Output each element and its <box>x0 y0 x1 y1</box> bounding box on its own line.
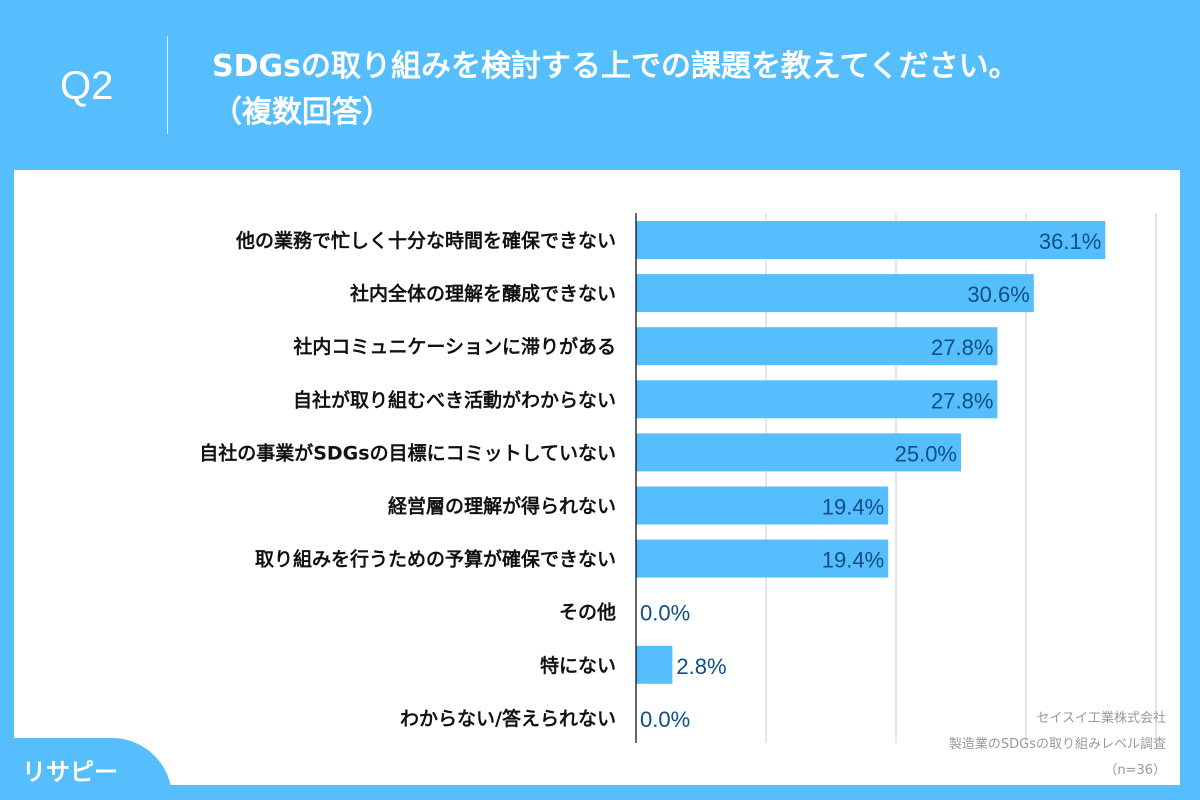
category-label: 社内全体の理解を醸成できない <box>349 282 616 305</box>
bar <box>636 380 998 419</box>
category-label: 経営層の理解が得られない <box>388 495 616 518</box>
header-divider <box>167 36 168 134</box>
source-note: セイスイ工業株式会社 製造業のSDGsの取り組みレベル調査 （n=36） <box>949 706 1166 784</box>
category-label: わからない/答えられない <box>400 707 616 730</box>
sample-size: （n=36） <box>1104 763 1166 778</box>
bar <box>636 274 1034 313</box>
bar <box>636 645 673 684</box>
category-label: その他 <box>559 601 616 624</box>
value-label: 27.8% <box>931 388 993 413</box>
value-label: 2.8% <box>676 654 726 679</box>
logo: リサピー <box>0 738 172 800</box>
bar <box>636 539 889 578</box>
value-label: 0.0% <box>640 601 690 626</box>
value-label: 27.8% <box>931 335 993 360</box>
source-survey: 製造業のSDGsの取り組みレベル調査 <box>948 737 1166 752</box>
category-label: 社内コミュニケーションに滞りがある <box>292 335 616 358</box>
value-label: 25.0% <box>895 441 957 466</box>
logo-text: リサピー <box>22 758 118 786</box>
bar <box>636 486 889 525</box>
category-label: 自社の事業がSDGsの目標にコミットしていない <box>199 441 616 464</box>
category-label: 自社が取り組むべき活動がわからない <box>293 388 616 411</box>
value-label: 19.4% <box>822 548 884 573</box>
bar <box>636 433 961 472</box>
value-label: 0.0% <box>640 707 690 732</box>
bar <box>636 327 998 366</box>
page-title: SDGsの取り組みを検討する上での課題を教えてください。 （複数回答） <box>212 44 1019 136</box>
source-company: セイスイ工業株式会社 <box>1036 711 1166 726</box>
chart-panel <box>14 170 1180 785</box>
value-label: 19.4% <box>822 495 884 520</box>
value-label: 30.6% <box>967 282 1029 307</box>
category-label: 特にない <box>540 655 616 677</box>
category-label: 取り組みを行うための予算が確保できない <box>255 548 616 571</box>
value-label: 36.1% <box>1039 229 1101 254</box>
bar <box>636 221 1106 259</box>
question-number: Q2 <box>60 64 114 108</box>
title-line-2: （複数回答） <box>212 95 392 130</box>
title-line-1: SDGsの取り組みを検討する上での課題を教えてください。 <box>212 49 1019 84</box>
category-label: 他の業務で忙しく十分な時間を確保できない <box>235 229 616 252</box>
